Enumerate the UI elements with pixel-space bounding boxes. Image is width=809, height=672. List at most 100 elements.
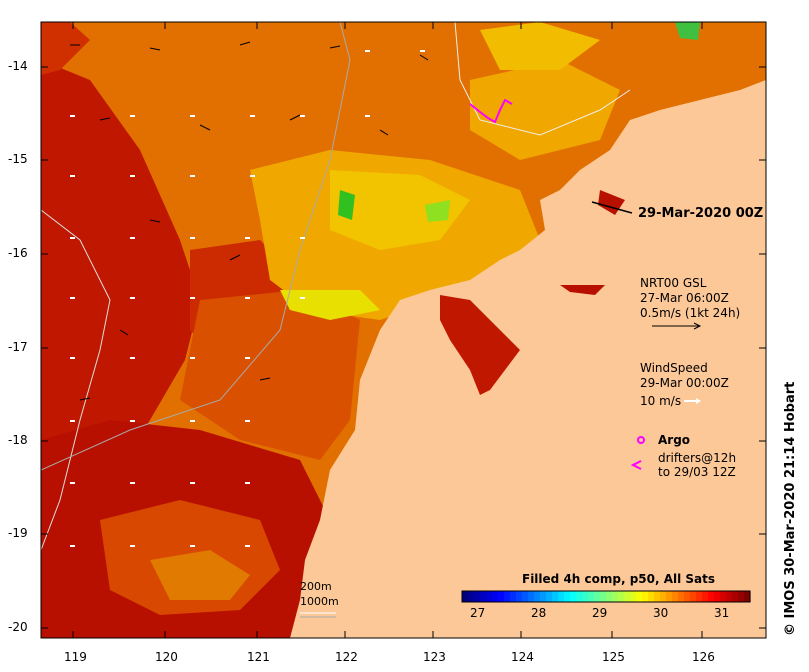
colorbar-cell — [618, 591, 625, 602]
wind-title: WindSpeed — [640, 361, 708, 375]
lon-label: 122 — [335, 650, 358, 664]
colorbar-cell — [612, 591, 619, 602]
drifter-marker — [630, 460, 642, 470]
colorbar-cell — [510, 591, 517, 602]
wind-scale: 10 m/s — [640, 394, 682, 408]
current-vectors — [70, 41, 429, 401]
colorbar-cell — [702, 591, 709, 602]
wind-time: 29-Mar 00:00Z — [640, 376, 729, 390]
map-frame — [40, 21, 767, 639]
lon-label: 125 — [602, 650, 625, 664]
lon-label: 124 — [511, 650, 534, 664]
lat-label: -19 — [8, 526, 28, 540]
colorbar-title: Filled 4h comp, p50, All Sats — [522, 572, 716, 586]
colorbar-cell — [522, 591, 529, 602]
colorbar-cell — [498, 591, 505, 602]
bathy-200-label: 200m — [300, 580, 332, 593]
lat-label: -14 — [8, 59, 28, 73]
colorbar-cell — [474, 591, 481, 602]
lon-label: 123 — [423, 650, 446, 664]
drifters-label-2: to 29/03 12Z — [658, 465, 736, 479]
lat-label: -20 — [8, 620, 28, 634]
colorbar-cell — [588, 591, 595, 602]
wind-scale-arrow — [684, 398, 701, 404]
colorbar-cell — [732, 591, 739, 602]
lat-label: -17 — [8, 340, 28, 354]
colorbar-cell — [630, 591, 637, 602]
colorbar-cell — [534, 591, 541, 602]
colorbar-tick: 29 — [592, 606, 608, 620]
lon-label: 126 — [692, 650, 715, 664]
colorbar-cell — [726, 591, 733, 602]
colorbar-tick: 28 — [531, 606, 547, 620]
colorbar-cell — [528, 591, 535, 602]
colorbar-cell — [672, 591, 679, 602]
colorbar-cell — [696, 591, 703, 602]
lon-label: 121 — [247, 650, 270, 664]
date-stamp: 29-Mar-2020 00Z — [638, 206, 764, 221]
current-scale-arrow — [652, 322, 702, 330]
colorbar-cell — [570, 591, 577, 602]
colorbar-cell — [606, 591, 613, 602]
colorbar-cell — [642, 591, 649, 602]
bathymetry-1000m — [41, 22, 351, 471]
colorbar-cell — [480, 591, 487, 602]
colorbar-cell — [594, 591, 601, 602]
colorbar-cell — [738, 591, 745, 602]
land-mass — [290, 80, 766, 638]
lon-label: 120 — [155, 650, 178, 664]
currents-scale: 0.5m/s (1kt 24h) — [640, 306, 741, 320]
colorbar-cell — [690, 591, 697, 602]
drifter-track — [469, 98, 513, 124]
colorbar-cell — [636, 591, 643, 602]
colorbar — [462, 591, 751, 602]
colorbar-cell — [714, 591, 721, 602]
colorbar-cell — [540, 591, 547, 602]
colorbar-cell — [576, 591, 583, 602]
colorbar-cell — [486, 591, 493, 602]
colorbar-cell — [552, 591, 559, 602]
colorbar-cell — [744, 591, 751, 602]
argo-marker — [637, 436, 645, 444]
colorbar-cell — [600, 591, 607, 602]
colorbar-cell — [546, 591, 553, 602]
colorbar-frame — [461, 590, 751, 603]
colorbar-cell — [624, 591, 631, 602]
bathymetry-200m — [41, 209, 111, 551]
colorbar-tick: 31 — [714, 606, 730, 620]
colorbar-cell — [468, 591, 475, 602]
colorbar-cell — [684, 591, 691, 602]
colorbar-cell — [720, 591, 727, 602]
colorbar-cell — [654, 591, 661, 602]
colorbar-tick: 30 — [653, 606, 669, 620]
colorbar-cell — [504, 591, 511, 602]
currents-time: 27-Mar 06:00Z — [640, 291, 729, 305]
lat-label: -16 — [8, 246, 28, 260]
lat-label: -18 — [8, 433, 28, 447]
currents-title: NRT00 GSL — [640, 276, 707, 290]
colorbar-cell — [666, 591, 673, 602]
colorbar-cell — [582, 591, 589, 602]
colorbar-cell — [708, 591, 715, 602]
lon-label: 119 — [64, 650, 87, 664]
colorbar-cell — [492, 591, 499, 602]
credit-text: © IMOS 30-Mar-2020 21:14 Hobart — [783, 381, 798, 636]
peninsula-sea — [440, 295, 520, 395]
lat-ticks — [41, 66, 766, 629]
argo-label: Argo — [658, 433, 691, 447]
colorbar-cell — [462, 591, 469, 602]
colorbar-cell — [564, 591, 571, 602]
lon-ticks — [72, 22, 703, 638]
lat-label: -15 — [8, 152, 28, 166]
colorbar-cell — [648, 591, 655, 602]
date-stamp-pointer — [591, 201, 633, 214]
colorbar-cell — [660, 591, 667, 602]
drifters-label-1: drifters@12h — [658, 451, 737, 465]
wind-vectors — [70, 50, 425, 547]
colorbar-cell — [678, 591, 685, 602]
colorbar-cell — [558, 591, 565, 602]
colorbar-cell — [516, 591, 523, 602]
bathy-1000-label: 1000m — [300, 595, 339, 608]
